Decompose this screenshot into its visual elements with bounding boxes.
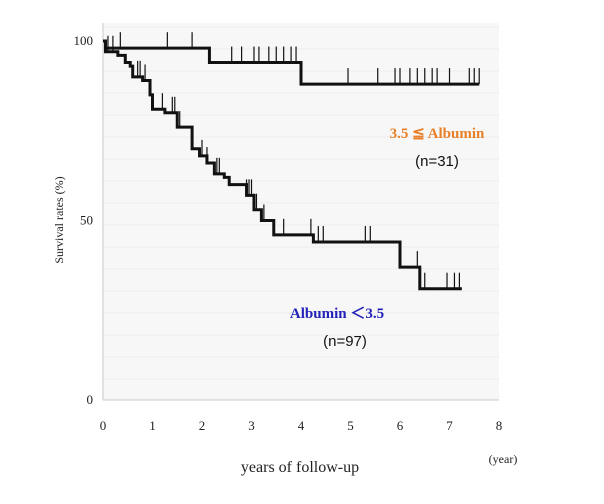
series-lines xyxy=(103,32,480,291)
plot-area xyxy=(103,23,499,400)
x-tick-label: 4 xyxy=(298,418,305,433)
y-tick-label: 100 xyxy=(74,33,94,48)
x-tick-label: 5 xyxy=(347,418,354,433)
x-tick-label: 8 xyxy=(496,418,503,433)
low-albumin-survival-line xyxy=(103,39,462,291)
high-albumin-label: 3.5 ≦ Albumin xyxy=(390,126,485,142)
y-tick-label: 0 xyxy=(87,392,94,407)
y-axis-label: Survival rates (%) xyxy=(52,176,66,263)
x-tick-label: 7 xyxy=(446,418,453,433)
y-tick-labels: 0 50 100 xyxy=(74,33,94,407)
x-tick-label: 2 xyxy=(199,418,206,433)
high-albumin-count: (n=31) xyxy=(415,153,459,170)
low-albumin-label: Albumin ＜3.5 xyxy=(290,306,384,322)
x-tick-label: 3 xyxy=(248,418,255,433)
x-tick-label: 0 xyxy=(100,418,107,433)
x-tick-label: 6 xyxy=(397,418,404,433)
x-axis-label: years of follow-up xyxy=(241,459,359,476)
y-tick-label: 50 xyxy=(80,213,93,228)
plot-stripes xyxy=(103,26,499,380)
x-tick-labels: 0 1 2 3 4 5 6 7 8 xyxy=(100,418,503,433)
axes xyxy=(102,23,499,401)
x-axis-unit: (year) xyxy=(489,452,518,466)
x-tick-label: 1 xyxy=(149,418,156,433)
low-albumin-count: (n=97) xyxy=(323,333,367,350)
